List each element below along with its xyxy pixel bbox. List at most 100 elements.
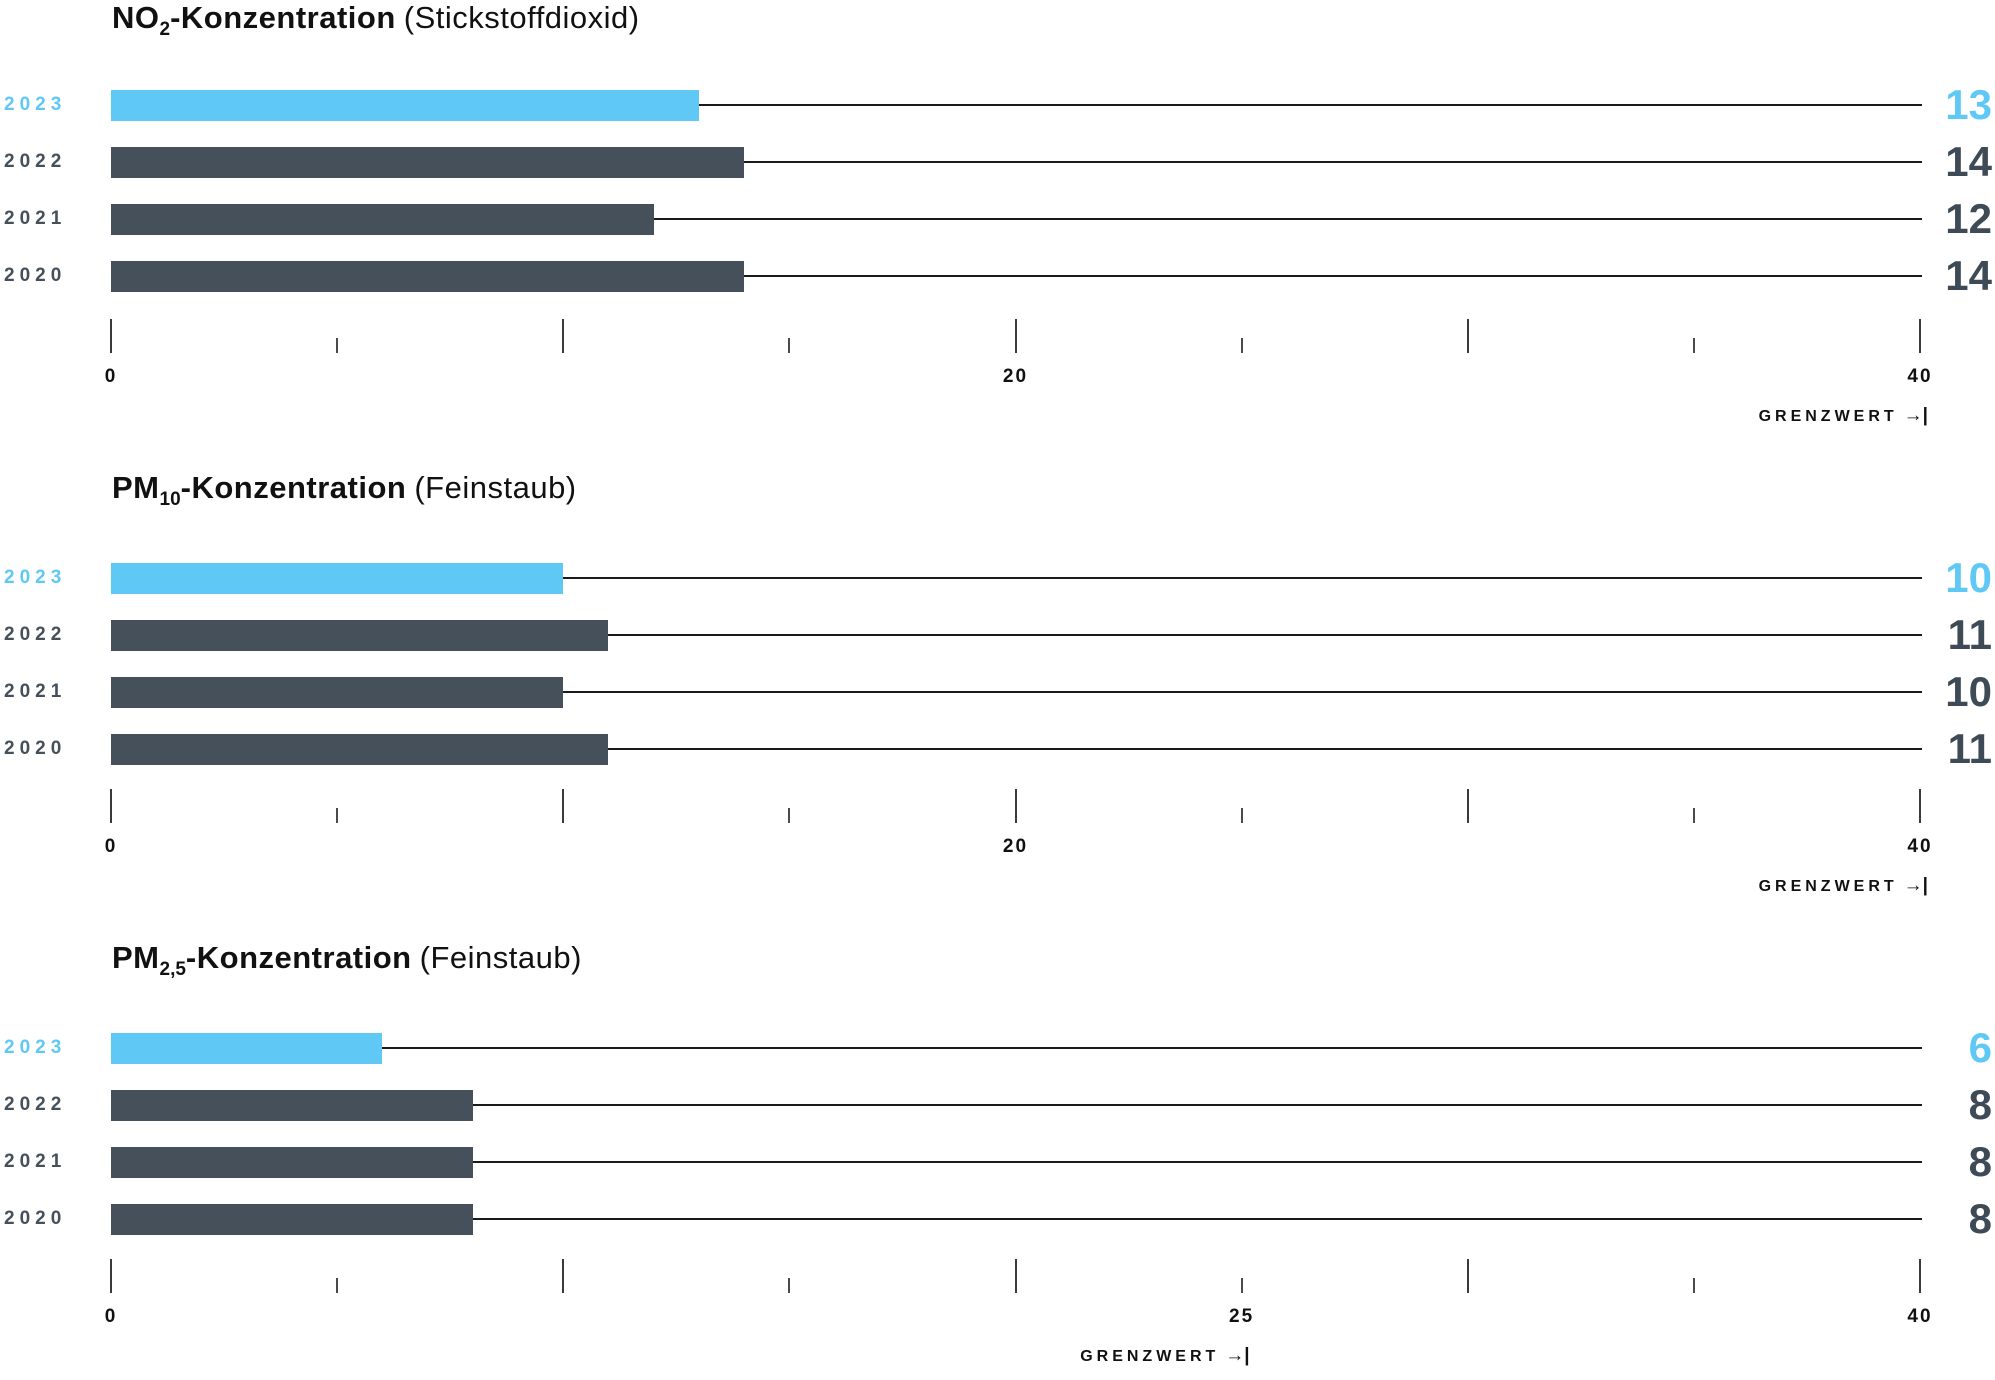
chart-title-pm25: PM2,5-Konzentration (Feinstaub) — [112, 940, 582, 980]
axis-tick-minor-35 — [1692, 338, 1695, 353]
year-label-2023: 2023 — [4, 1037, 67, 1058]
limit-line — [744, 161, 1922, 163]
axis-tick-major-0 — [110, 1259, 112, 1293]
value-label-pm10-2020: 11 — [1947, 725, 1992, 772]
axis-tick-minor-25 — [1240, 808, 1243, 823]
year-label-2021: 2021 — [4, 208, 67, 229]
year-label-2023: 2023 — [4, 567, 67, 588]
chart-title-note: (Feinstaub) — [419, 940, 582, 975]
chart-pm10: PM10-Konzentration (Feinstaub) 2023 10 2022 1… — [0, 470, 1995, 940]
axis-tick-minor-25 — [1240, 338, 1243, 353]
axis-tick-major-10 — [562, 789, 565, 823]
axis-tick-minor-35 — [1692, 808, 1695, 823]
limit-line — [744, 275, 1922, 277]
bar-pm10-2023 — [111, 563, 564, 594]
arrow-to-bar-icon: →| — [1903, 875, 1928, 896]
limit-line — [472, 1161, 1922, 1163]
value-label-no2-2023: 13 — [1945, 81, 1992, 128]
axis-tick-label-0: 0 — [104, 1306, 118, 1327]
value-label-pm10-2021: 10 — [1945, 668, 1992, 715]
chart-pm25: PM2,5-Konzentration (Feinstaub) 2023 6 2022 8… — [0, 940, 1995, 1380]
value-label-no2-2020: 14 — [1945, 252, 1992, 299]
chart-title-note: (Feinstaub) — [414, 470, 577, 505]
grenzwert-text: GRENZWERT — [1758, 408, 1898, 425]
year-label-2021: 2021 — [4, 681, 67, 702]
arrow-to-bar-icon: →| — [1903, 405, 1928, 426]
limit-line — [698, 104, 1922, 106]
limit-line — [608, 748, 1922, 750]
axis-tick-label-0: 0 — [104, 836, 118, 857]
grenzwert-text: GRENZWERT — [1758, 878, 1898, 895]
value-label-pm25-2021: 8 — [1968, 1138, 1992, 1185]
bar-pm10-2022 — [111, 620, 609, 651]
bar-no2-2020 — [111, 261, 745, 292]
axis-tick-label-0: 0 — [104, 366, 118, 387]
limit-line — [382, 1047, 1922, 1049]
axis-tick-major-40 — [1919, 319, 1921, 353]
year-label-2020: 2020 — [4, 265, 67, 286]
grenzwert-label-pm10: GRENZWERT →| — [1498, 875, 1928, 897]
axis-tick-label-20: 20 — [1002, 366, 1029, 387]
limit-line — [472, 1104, 1922, 1106]
limit-line — [653, 218, 1922, 220]
bar-pm25-2023 — [111, 1033, 383, 1064]
bar-no2-2021 — [111, 204, 654, 235]
chart-title-formula: PM10-Konzentration — [112, 470, 407, 510]
axis-tick-label-40: 40 — [1907, 1306, 1933, 1327]
limit-line — [563, 691, 1922, 693]
chart-title-pm10: PM10-Konzentration (Feinstaub) — [112, 470, 577, 510]
value-label-pm25-2023: 6 — [1968, 1024, 1992, 1071]
axis-tick-major-30 — [1466, 319, 1469, 353]
axis-tick-major-0 — [110, 789, 112, 823]
grenzwert-label-pm25: GRENZWERT →| — [820, 1345, 1250, 1367]
value-label-pm25-2020: 8 — [1968, 1195, 1992, 1242]
axis-tick-minor-15 — [788, 338, 791, 353]
bar-pm25-2020 — [111, 1204, 473, 1235]
axis-tick-label-20: 20 — [1002, 836, 1029, 857]
axis-tick-label-40: 40 — [1907, 366, 1933, 387]
bar-no2-2023 — [111, 90, 699, 121]
year-label-2022: 2022 — [4, 1094, 67, 1115]
axis-tick-major-30 — [1466, 789, 1469, 823]
axis-tick-minor-25 — [1240, 1278, 1243, 1293]
year-label-2021: 2021 — [4, 1151, 67, 1172]
year-label-2022: 2022 — [4, 624, 67, 645]
axis-tick-minor-15 — [788, 808, 791, 823]
value-label-pm25-2022: 8 — [1968, 1081, 1992, 1128]
limit-line — [472, 1218, 1922, 1220]
axis-tick-major-20 — [1014, 789, 1017, 823]
axis-tick-major-20 — [1014, 1259, 1017, 1293]
value-label-pm10-2022: 11 — [1947, 611, 1992, 658]
axis-tick-minor-15 — [788, 1278, 791, 1293]
bar-pm10-2020 — [111, 734, 609, 765]
limit-line — [563, 577, 1922, 579]
axis-tick-major-30 — [1466, 1259, 1469, 1293]
year-label-2022: 2022 — [4, 151, 67, 172]
axis-tick-minor-5 — [336, 808, 339, 823]
grenzwert-text: GRENZWERT — [1080, 1348, 1220, 1365]
axis-tick-minor-5 — [336, 338, 339, 353]
value-label-no2-2021: 12 — [1945, 195, 1992, 242]
value-label-no2-2022: 14 — [1945, 138, 1992, 185]
year-label-2020: 2020 — [4, 1208, 67, 1229]
year-label-2020: 2020 — [4, 738, 67, 759]
chart-title-no2: NO2-Konzentration (Stickstoffdioxid) — [112, 0, 640, 40]
axis-tick-major-40 — [1919, 1259, 1921, 1293]
axis-tick-major-10 — [562, 1259, 565, 1293]
axis-tick-major-0 — [110, 319, 112, 353]
axis-tick-minor-5 — [336, 1278, 339, 1293]
bar-pm25-2021 — [111, 1147, 473, 1178]
axis-tick-minor-35 — [1692, 1278, 1695, 1293]
chart-title-formula: PM2,5-Konzentration — [112, 940, 412, 980]
year-label-2023: 2023 — [4, 94, 67, 115]
arrow-to-bar-icon: →| — [1225, 1345, 1250, 1366]
axis-tick-major-20 — [1014, 319, 1017, 353]
chart-no2: NO2-Konzentration (Stickstoffdioxid) 2023 1… — [0, 0, 1995, 470]
value-label-pm10-2023: 10 — [1945, 554, 1992, 601]
axis-tick-label-40: 40 — [1907, 836, 1933, 857]
bar-pm25-2022 — [111, 1090, 473, 1121]
bar-no2-2022 — [111, 147, 745, 178]
axis-tick-major-40 — [1919, 789, 1921, 823]
grenzwert-label-no2: GRENZWERT →| — [1498, 405, 1928, 427]
